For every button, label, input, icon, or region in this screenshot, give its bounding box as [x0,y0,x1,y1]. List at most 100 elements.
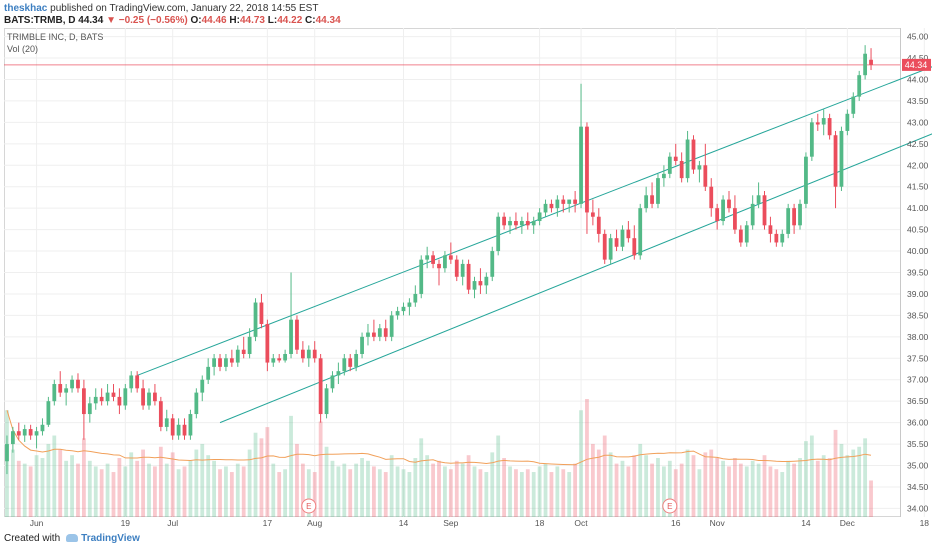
price-tick-label: 38.00 [907,332,929,342]
candle-body [383,328,388,337]
candle-body [614,238,619,247]
price-tick-label: 44.50 [907,53,929,63]
volume-bar [869,480,873,517]
grid [4,28,925,517]
candle-body [756,195,761,204]
volume-bar [247,449,252,517]
volume-bar [419,438,424,517]
volume-bar [123,466,128,517]
volume-bar [265,427,270,517]
volume-bar [58,449,63,517]
volume-bar [579,410,583,517]
candle-body [93,396,98,404]
volume-bar [792,463,796,517]
candle-body [372,332,376,337]
candle-body [514,221,518,226]
time-axis[interactable]: Jun19Jul17Aug14Sep18Oct16Nov14Dec1820182… [30,518,932,528]
candle-body [389,315,394,337]
candle-body [620,229,625,247]
candle-body [443,255,447,269]
candle-body [780,233,785,243]
time-tick-label: 17 [263,518,273,528]
volume-bar [312,472,317,517]
volume-bar [549,472,554,517]
volume-bar [271,463,276,517]
volume-bar [354,463,359,517]
candle-body [496,216,501,252]
price-axis[interactable]: 34.00 34.50 35.00 35.50 36.00 36.50 37.00 37.50… [907,32,929,514]
candle-body [147,392,151,406]
volume-bar [809,435,814,517]
candle-body [182,424,187,436]
last-price-tag [902,58,931,71]
price-tick-label: 41.50 [907,182,929,192]
candle-body [16,431,21,436]
candle-body [567,199,572,204]
price-tick-label: 44.00 [907,74,929,84]
volume-bar [212,460,216,517]
candle-body [318,358,323,415]
candle-body [685,139,690,179]
candle-body [502,216,506,226]
chart-legend: TRIMBLE INC, D, BATS Vol (20) [7,31,103,55]
volume-bar [170,452,175,517]
candle-body [508,221,512,226]
candle-body [360,336,364,354]
volume-legend: Vol (20) [7,44,39,54]
high-value: 44.73 [239,15,265,26]
candle-body [229,358,234,363]
volume-bar [52,435,57,517]
volume-bar [478,469,483,517]
volume-bar [691,455,696,517]
volume-bar [153,466,157,517]
earnings-marker-icon [301,498,317,514]
volume-bar [224,466,228,517]
price-tick-label: 35.00 [907,461,929,471]
author-name[interactable]: theskhac [4,3,48,14]
candle-body [76,379,80,389]
price-tick-label: 39.50 [907,268,929,278]
volume-bar [561,469,566,517]
price-tick-label: 34.00 [907,503,929,513]
candle-body [590,212,595,217]
volume-bar [827,458,832,517]
volume-bar [318,421,323,517]
candle-body [673,156,678,161]
volume-bar [176,469,181,517]
volume-bar [845,455,850,517]
candle-body [129,375,134,389]
volume-bar [395,466,400,517]
volume-bar [360,458,364,517]
time-tick-label: 18 [535,518,545,528]
candle-body [265,323,270,363]
volume-bar [798,458,802,517]
volume-bar [93,466,98,517]
candle-body [28,429,33,436]
candle-body [312,349,317,359]
earnings-marker-icon [662,498,678,514]
volume-bar [141,449,145,517]
candle-body [656,178,660,204]
volume-bar [348,469,353,517]
candle-body [170,418,175,436]
channel-upper-line[interactable] [136,54,932,376]
candle-body [366,332,370,337]
candle-body [519,221,524,226]
candle-body [40,424,45,432]
candle-body [549,203,554,209]
price-tick-label: 36.50 [907,396,929,406]
volume-bar [111,472,116,517]
volume-bar [330,460,335,517]
price-tick-label: 42.50 [907,139,929,149]
candle-body [561,199,566,204]
volume-bar [117,458,122,517]
candle-body [762,195,767,226]
candle-body [448,255,453,260]
candle-body [247,336,252,354]
volume-bar [383,472,388,517]
tradingview-link[interactable]: TradingView [81,533,140,544]
candle-body [709,186,714,209]
candle-body [845,113,850,131]
